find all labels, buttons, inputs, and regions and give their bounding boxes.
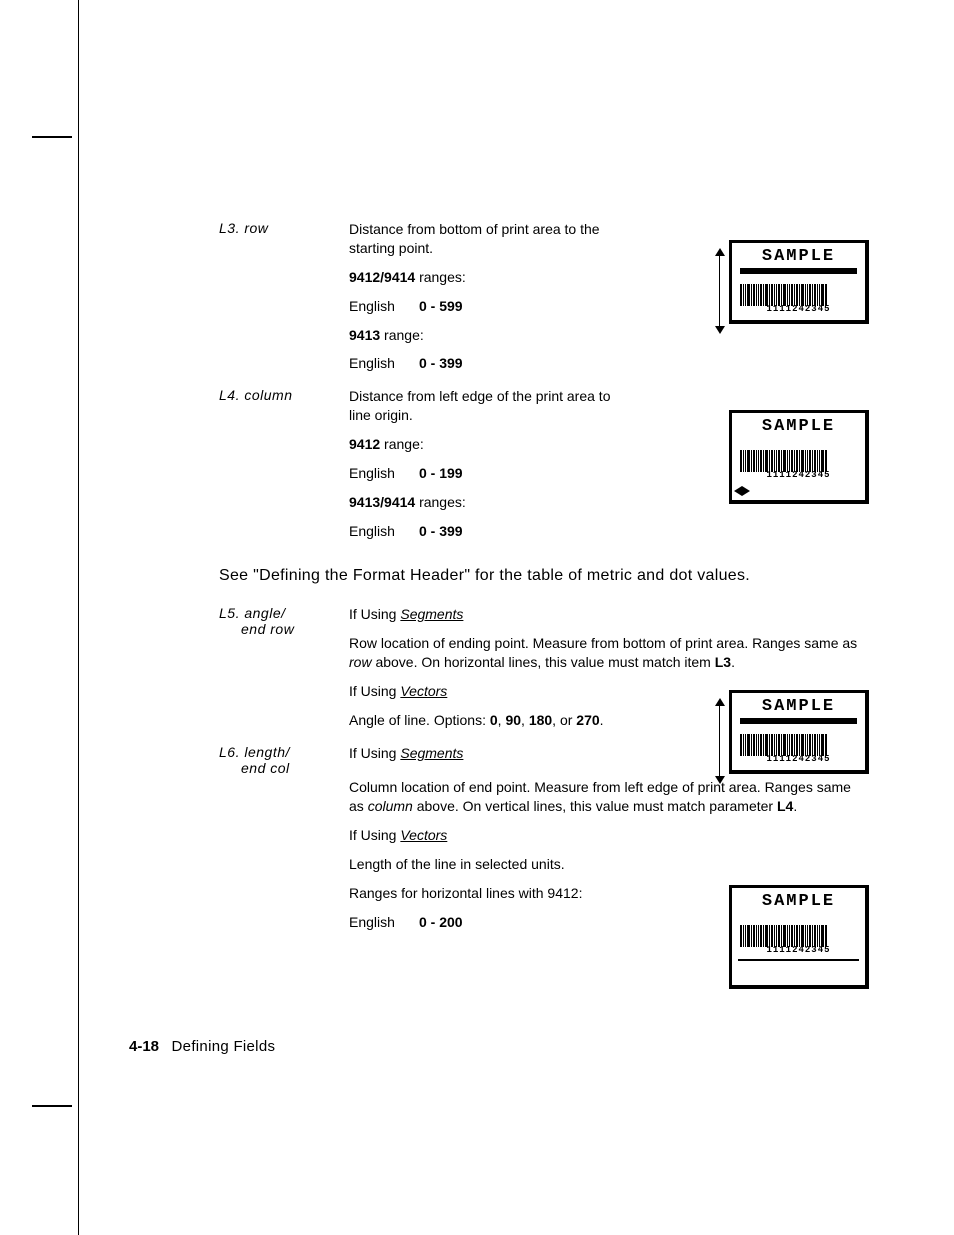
sample-title: SAMPLE [738,892,859,911]
param-l4-label: L4. column [219,387,349,403]
figure-l3: SAMPLE 1111242345 [729,240,869,324]
page-footer: 4-18 Defining Fields [129,1038,275,1055]
note-text: See "Defining the Format Header" for the… [219,565,869,587]
barcode [738,925,859,947]
l4-range-a: English 0 - 199 [349,464,629,483]
sample-underline [740,718,857,724]
content-area: L3. row Distance from bottom of print ar… [219,220,869,946]
crop-mark [32,1105,72,1107]
l4-range-b: English 0 - 399 [349,522,629,541]
param-l3-label: L3. row [219,220,349,236]
l4-ranges-b: 9413/9414 ranges: [349,493,629,512]
l5-vec-desc: Angle of line. Options: 0, 90, 180, or 2… [349,711,629,730]
sample-label-box: SAMPLE 1111242345 [729,885,869,989]
barcode [738,284,859,306]
l4-desc: Distance from left edge of the print are… [349,387,629,425]
sample-label-box: SAMPLE 1111242345 [729,240,869,324]
param-l4-body: Distance from left edge of the print are… [349,387,629,550]
sample-label-box: SAMPLE 1111242345 [729,690,869,774]
param-l5-label: L5. angle/ end row [219,605,349,637]
l5-seg-desc: Row location of ending point. Measure fr… [349,634,869,672]
l6-if-vec: If Using Vectors [349,826,869,845]
param-l6-label: L6. length/ end col [219,744,349,776]
barcode [738,734,859,756]
crop-mark [32,136,72,138]
l3-desc: Distance from bottom of print area to th… [349,220,629,258]
page-number: 4-18 [129,1038,159,1055]
l3-range-a: English 0 - 599 [349,297,629,316]
figure-l5: SAMPLE 1111242345 [729,690,869,774]
barcode [738,450,859,472]
param-l3-body: Distance from bottom of print area to th… [349,220,629,383]
dimension-arrow-horizontal [734,486,750,496]
l6-vec-desc: Length of the line in selected units. [349,855,649,874]
sample-title: SAMPLE [738,697,859,716]
l3-range-b: English 0 - 399 [349,354,629,373]
figure-l4: SAMPLE 1111242345 [729,410,869,504]
l6-ranges-desc: Ranges for horizontal lines with 9412: [349,884,649,903]
l5-if-seg: If Using Segments [349,605,869,624]
l6-seg-desc: Column location of end point. Measure fr… [349,778,869,816]
sample-title: SAMPLE [738,247,859,266]
sample-underline [740,268,857,274]
dimension-arrow-vertical [715,698,725,784]
figure-l6: SAMPLE 1111242345 [729,885,869,989]
l4-ranges-a: 9412 range: [349,435,629,454]
l3-ranges-b: 9413 range: [349,326,629,345]
sample-title: SAMPLE [738,417,859,436]
sample-label-box: SAMPLE 1111242345 [729,410,869,504]
page-frame: L3. row Distance from bottom of print ar… [78,0,879,1235]
dimension-arrow-vertical [715,248,725,334]
l3-ranges-a: 9412/9414 ranges: [349,268,629,287]
chapter-title: Defining Fields [172,1038,276,1055]
